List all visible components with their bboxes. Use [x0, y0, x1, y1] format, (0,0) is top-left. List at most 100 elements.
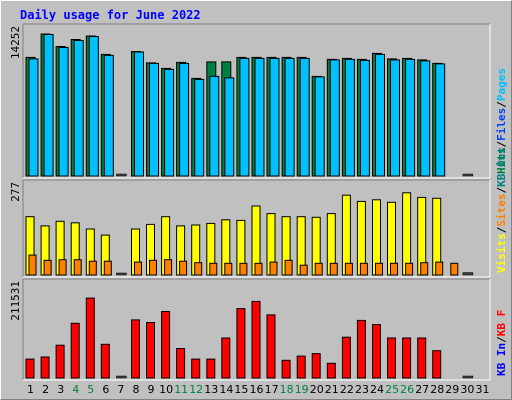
bar-kb-f-day-27: [417, 337, 427, 379]
x-tick-label-10: 10: [159, 383, 173, 396]
bar-kb-f-day-4: [70, 322, 80, 379]
bar-kb-f-day-20: [311, 353, 321, 379]
bar-pages-day-12: [194, 78, 205, 177]
bar-kb-f-day-6: [100, 343, 110, 379]
bar-pages-day-22: [344, 58, 355, 177]
zero-marker-day-7: [116, 375, 127, 379]
bar-sites-day-1: [28, 254, 37, 276]
bar-pages-day-11: [179, 62, 190, 177]
x-tick-label-7: 7: [117, 383, 124, 396]
legend-item: Visits: [495, 233, 508, 273]
bar-kb-f-day-3: [55, 344, 65, 379]
bar-sites-day-17: [269, 261, 278, 276]
bar-pages-day-5: [88, 36, 99, 177]
bar-kb-f-day-12: [191, 358, 201, 379]
bar-sites-day-4: [73, 259, 82, 276]
bar-sites-day-6: [103, 260, 112, 276]
bar-sites-day-20: [314, 262, 323, 276]
x-tick-label-3: 3: [57, 383, 64, 396]
legend-hits: Hits/Files/Pages: [495, 68, 508, 174]
bar-kb-f-day-14: [221, 337, 231, 379]
panel-hits: 14252 Hits/Files/Pages: [9, 23, 508, 179]
bar-pages-day-17: [269, 57, 280, 177]
bar-sites-day-5: [88, 260, 97, 276]
legend-item: Hits: [495, 148, 508, 175]
chart-title: Daily usage for June 2022: [20, 8, 201, 22]
x-tick-label-15: 15: [234, 383, 248, 396]
bar-kb-f-day-16: [251, 300, 261, 379]
bar-pages-day-6: [103, 54, 114, 177]
zero-marker-day-7: [116, 272, 127, 276]
x-tick-label-8: 8: [133, 383, 140, 396]
bar-pages-day-4: [73, 40, 84, 177]
bar-kb-f-day-5: [85, 297, 95, 379]
bar-sites-day-13: [209, 262, 218, 276]
bar-kb-f-day-13: [206, 358, 216, 379]
bar-pages-day-10: [164, 68, 175, 177]
bar-kb-f-day-1: [25, 358, 35, 379]
legend-item: /: [495, 141, 508, 148]
bar-sites-day-16: [254, 262, 263, 276]
x-tick-label-11: 11: [174, 383, 188, 396]
legend-item: KB Out: [495, 147, 508, 187]
legend-item: Files: [495, 108, 508, 141]
bar-pages-day-21: [329, 59, 340, 177]
bar-sites-day-26: [405, 262, 414, 276]
legend-item: /: [495, 336, 508, 343]
bar-pages-day-15: [239, 57, 250, 177]
bar-pages-day-8: [134, 51, 144, 177]
x-tick-label-17: 17: [265, 383, 279, 396]
x-tick-label-1: 1: [27, 383, 34, 396]
legend-item: KB F: [495, 310, 508, 337]
bar-pages-day-18: [284, 57, 295, 177]
bar-kb-f-day-24: [372, 324, 381, 379]
zero-marker-day-7: [116, 173, 127, 177]
bar-pages-day-27: [420, 60, 431, 177]
bar-sites-day-3: [58, 259, 67, 276]
y-max-label-kbf: 211531: [9, 281, 22, 321]
x-tick-label-30: 30: [460, 383, 474, 396]
bar-kb-f-day-17: [266, 314, 276, 379]
x-tick-label-6: 6: [102, 383, 109, 396]
bar-pages-day-13: [209, 75, 220, 177]
bar-kb-f-day-18: [281, 359, 291, 379]
bar-sites-day-9: [149, 259, 157, 276]
bar-sites-day-10: [164, 259, 173, 276]
bar-kb-f-day-25: [387, 337, 396, 379]
bar-visits-day-26: [402, 192, 412, 276]
bar-kb-f-day-23: [356, 319, 366, 379]
bar-sites-day-11: [179, 260, 188, 276]
bar-sites-day-22: [344, 262, 353, 276]
bar-kb-f-day-22: [341, 336, 351, 379]
bar-sites-day-2: [43, 259, 52, 276]
bar-kb-f-day-2: [40, 356, 50, 379]
bar-pages-day-16: [254, 57, 265, 177]
x-tick-label-24: 24: [370, 383, 384, 396]
legend-item: /: [495, 101, 508, 108]
bar-kb-f-day-15: [236, 308, 246, 379]
y-max-label-hits: 14252: [9, 26, 22, 59]
zero-marker-day-30: [462, 173, 474, 177]
x-axis-labels: 1 2 3 4 5 6 7 8 9 10 11 12 13 14 15 16 17 18 19 20 21 22 23 24 2…: [27, 383, 490, 396]
x-tick-label-21: 21: [325, 383, 339, 396]
bar-kb-f-day-21: [326, 362, 336, 379]
legend-visits: Visits/Sites/KB Out: [495, 147, 508, 273]
bar-pages-day-23: [359, 59, 370, 177]
x-tick-label-18: 18: [280, 383, 294, 396]
x-tick-label-2: 2: [42, 383, 49, 396]
legend-item: /: [495, 187, 508, 194]
legend-item: KB In: [495, 343, 508, 376]
bar-sites-day-27: [420, 262, 429, 276]
bar-kb-f-day-26: [402, 337, 412, 379]
legend-item: Sites: [495, 194, 508, 227]
bar-sites-day-19: [299, 264, 308, 276]
bar-pages-day-19: [299, 57, 310, 177]
bar-pages-day-14: [224, 77, 235, 177]
x-tick-label-31: 31: [476, 383, 490, 396]
y-max-label-visits: 277: [9, 182, 22, 202]
zero-marker-day-30: [462, 272, 474, 276]
bar-sites-day-8: [134, 261, 142, 276]
legend-kbf: KB In/KB F: [495, 310, 508, 376]
